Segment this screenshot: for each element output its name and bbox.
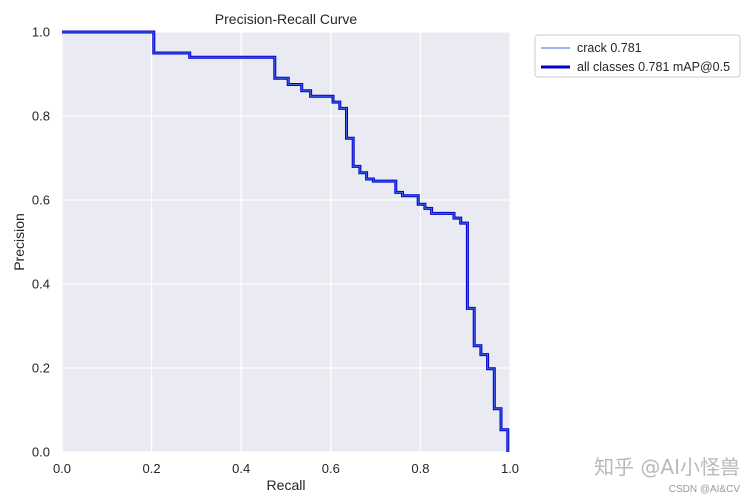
x-tick-label: 0.8	[411, 461, 429, 476]
series-line-crack	[62, 31, 509, 452]
y-tick-label: 0.0	[32, 445, 50, 460]
tick-labels: 0.0 0.2 0.4 0.6 0.8 1.0 0.0 0.2 0.4 0.6 0.8 1.0	[32, 25, 519, 477]
y-tick-label: 0.6	[32, 193, 50, 208]
x-axis-label: Recall	[267, 477, 306, 493]
plot-background	[62, 32, 510, 452]
y-tick-label: 1.0	[32, 25, 50, 40]
y-tick-label: 0.2	[32, 361, 50, 376]
legend-box	[534, 34, 741, 78]
chart-title: Precision-Recall Curve	[215, 11, 358, 27]
y-axis-label: Precision	[11, 213, 27, 271]
legend: crack 0.781 all classes 0.781 mAP@0.5	[534, 34, 741, 78]
x-tick-label: 0.0	[53, 461, 71, 476]
x-tick-label: 1.0	[501, 461, 519, 476]
legend-label-crack: crack 0.781	[577, 41, 642, 55]
series-layer	[62, 30, 510, 452]
x-tick-label: 0.4	[232, 461, 250, 476]
x-tick-label: 0.2	[143, 461, 161, 476]
watermark-zhihu: 知乎 @AI小怪兽	[594, 455, 740, 479]
x-tick-label: 0.6	[322, 461, 340, 476]
y-tick-label: 0.4	[32, 277, 50, 292]
watermark-csdn: CSDN @AI&CV	[669, 484, 741, 495]
legend-label-all-classes: all classes 0.781 mAP@0.5	[577, 60, 730, 74]
y-tick-label: 0.8	[32, 109, 50, 124]
